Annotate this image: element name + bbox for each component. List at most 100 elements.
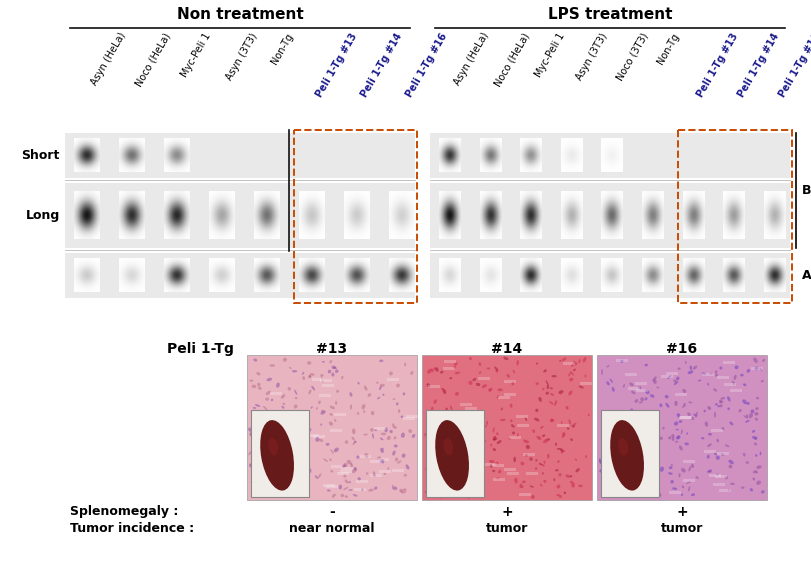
Ellipse shape	[702, 410, 705, 412]
Ellipse shape	[556, 494, 560, 496]
Ellipse shape	[662, 427, 664, 429]
Ellipse shape	[393, 445, 397, 447]
Ellipse shape	[630, 486, 633, 490]
Ellipse shape	[469, 357, 471, 360]
Ellipse shape	[386, 436, 390, 440]
Ellipse shape	[511, 382, 514, 386]
Ellipse shape	[684, 361, 686, 364]
Ellipse shape	[444, 422, 448, 425]
Ellipse shape	[308, 375, 311, 378]
Ellipse shape	[560, 421, 562, 424]
Ellipse shape	[726, 396, 730, 401]
Ellipse shape	[520, 461, 524, 465]
Ellipse shape	[282, 358, 286, 362]
Ellipse shape	[513, 478, 517, 484]
Ellipse shape	[534, 468, 537, 469]
Bar	[701, 373, 713, 376]
Ellipse shape	[251, 385, 256, 388]
Ellipse shape	[686, 413, 690, 416]
Bar	[247, 355, 417, 500]
Ellipse shape	[442, 389, 445, 394]
Ellipse shape	[259, 464, 262, 469]
Ellipse shape	[565, 474, 569, 478]
Ellipse shape	[582, 357, 586, 362]
Ellipse shape	[678, 446, 682, 451]
Ellipse shape	[755, 472, 757, 474]
Bar	[329, 429, 341, 432]
Ellipse shape	[497, 470, 500, 474]
Ellipse shape	[607, 479, 611, 484]
Bar	[682, 479, 694, 482]
Ellipse shape	[401, 454, 405, 457]
Ellipse shape	[672, 379, 678, 383]
Ellipse shape	[545, 380, 547, 385]
Ellipse shape	[609, 410, 611, 413]
Bar	[497, 396, 509, 399]
Ellipse shape	[429, 440, 431, 442]
Ellipse shape	[341, 465, 345, 468]
Ellipse shape	[559, 393, 561, 395]
Ellipse shape	[737, 409, 740, 413]
Ellipse shape	[348, 481, 350, 483]
Ellipse shape	[744, 420, 749, 423]
Ellipse shape	[510, 424, 514, 428]
Ellipse shape	[525, 440, 528, 443]
Ellipse shape	[670, 464, 672, 466]
Ellipse shape	[532, 429, 534, 433]
Ellipse shape	[329, 360, 332, 364]
Bar	[455, 424, 467, 428]
Ellipse shape	[488, 460, 494, 463]
Ellipse shape	[330, 449, 333, 454]
Ellipse shape	[472, 410, 476, 415]
Ellipse shape	[265, 391, 271, 395]
Text: tumor: tumor	[485, 522, 527, 534]
Text: BubR1: BubR1	[801, 184, 811, 197]
Ellipse shape	[294, 389, 297, 395]
Ellipse shape	[408, 429, 412, 433]
Ellipse shape	[364, 453, 368, 458]
Bar	[624, 373, 636, 376]
Ellipse shape	[653, 448, 657, 454]
Ellipse shape	[659, 466, 663, 472]
Ellipse shape	[433, 413, 436, 416]
Ellipse shape	[706, 443, 711, 447]
Ellipse shape	[645, 390, 649, 394]
Ellipse shape	[508, 437, 510, 440]
Ellipse shape	[571, 484, 574, 487]
Ellipse shape	[760, 380, 763, 382]
Ellipse shape	[431, 434, 434, 440]
Ellipse shape	[309, 373, 315, 376]
Ellipse shape	[714, 403, 717, 406]
Ellipse shape	[525, 454, 527, 456]
Ellipse shape	[539, 426, 543, 429]
Bar	[65, 253, 414, 298]
Ellipse shape	[264, 409, 268, 413]
Ellipse shape	[560, 450, 563, 454]
Text: #13: #13	[316, 342, 347, 356]
Ellipse shape	[720, 453, 723, 456]
Ellipse shape	[516, 360, 518, 365]
Ellipse shape	[333, 419, 336, 422]
Ellipse shape	[492, 436, 496, 441]
Bar	[376, 458, 388, 461]
Ellipse shape	[380, 438, 383, 440]
Ellipse shape	[670, 480, 673, 483]
Ellipse shape	[555, 443, 556, 446]
Ellipse shape	[366, 472, 368, 475]
Ellipse shape	[250, 432, 253, 437]
Ellipse shape	[402, 392, 405, 396]
Ellipse shape	[559, 360, 560, 362]
Ellipse shape	[310, 406, 312, 409]
Ellipse shape	[689, 365, 691, 370]
Ellipse shape	[307, 375, 311, 378]
Ellipse shape	[752, 478, 754, 481]
Ellipse shape	[749, 410, 753, 413]
Ellipse shape	[430, 407, 433, 411]
Bar	[443, 360, 455, 363]
Ellipse shape	[367, 393, 371, 397]
Ellipse shape	[254, 477, 258, 478]
Ellipse shape	[281, 394, 285, 398]
Ellipse shape	[284, 478, 288, 481]
Ellipse shape	[678, 420, 681, 423]
Ellipse shape	[714, 374, 717, 377]
